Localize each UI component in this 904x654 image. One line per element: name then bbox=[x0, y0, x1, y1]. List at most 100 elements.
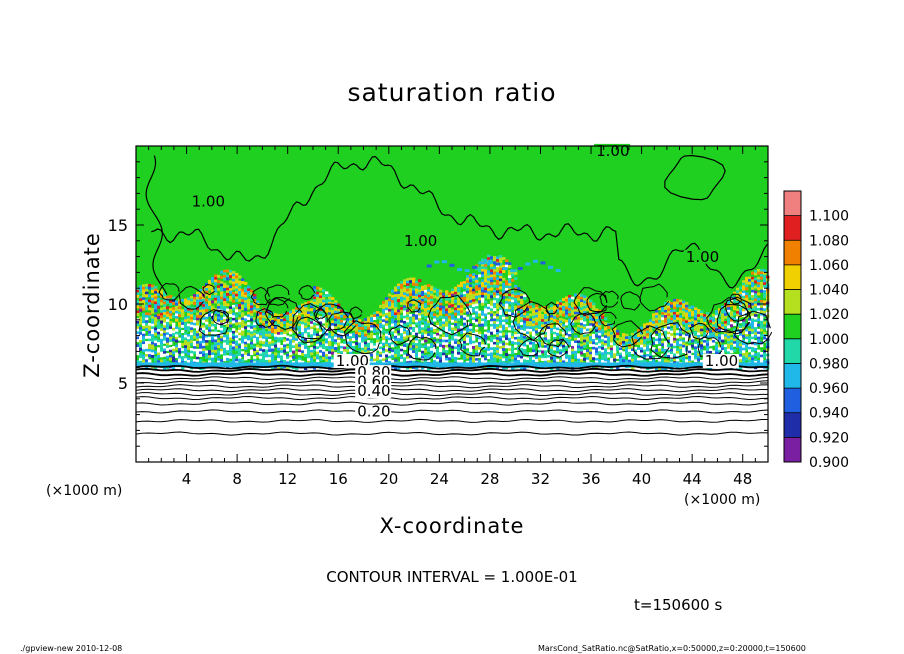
contour-line bbox=[650, 322, 691, 359]
x-tick-label-24: 24 bbox=[430, 470, 449, 488]
contour-line bbox=[135, 388, 769, 393]
contour-line bbox=[348, 306, 363, 320]
colorbar-swatch-0 bbox=[784, 437, 801, 462]
contour-line bbox=[202, 284, 215, 296]
contour-label-2: 1.00 bbox=[404, 232, 437, 250]
contour-line bbox=[689, 322, 710, 340]
contour-labels: 1.001.001.001.001.00 1.000.800.600.400.20 bbox=[189, 142, 739, 421]
x-tick-label-8: 8 bbox=[232, 470, 242, 488]
colorbar-label-7: 1.040 bbox=[809, 283, 849, 299]
contour-line bbox=[573, 287, 608, 316]
x-tick-label-4: 4 bbox=[182, 470, 192, 488]
x-tick-label-28: 28 bbox=[480, 470, 499, 488]
x-tick-label-44: 44 bbox=[683, 470, 702, 488]
x-tick-label-20: 20 bbox=[379, 470, 398, 488]
colorbar-swatch-7 bbox=[784, 264, 801, 290]
colorbar-swatch-1 bbox=[784, 412, 801, 438]
colorbar-label-1: 0.920 bbox=[809, 430, 849, 446]
colorbar-label-2: 0.940 bbox=[809, 406, 849, 422]
colorbar-swatch-10 bbox=[784, 191, 801, 216]
contour-line bbox=[639, 283, 670, 312]
contour-line bbox=[388, 324, 411, 346]
contour-line bbox=[611, 320, 644, 348]
x-tick-label-36: 36 bbox=[581, 470, 600, 488]
contour-line bbox=[631, 325, 670, 360]
colorbar-label-10: 1.100 bbox=[809, 209, 849, 225]
footer-right-text: MarsCond_SatRatio.nc@SatRatio,x=0:50000,… bbox=[538, 644, 806, 653]
y-tick-label-5: 5 bbox=[118, 374, 128, 393]
contour-line bbox=[298, 285, 316, 300]
contour-line bbox=[264, 297, 303, 330]
contour-line bbox=[598, 311, 617, 327]
colorbar-swatch-4 bbox=[784, 338, 801, 364]
colorbar: 0.900 0.920 0.940 0.960 0.980 1.000 1.020 1.040… bbox=[783, 190, 849, 471]
x-axis-label: X-coordinate bbox=[379, 514, 525, 538]
contour-line bbox=[407, 299, 422, 313]
contour-label-5: 1.00 bbox=[705, 352, 738, 370]
contour-label-3: 1.00 bbox=[686, 248, 719, 266]
contour-line bbox=[145, 155, 168, 295]
contour-line bbox=[518, 338, 540, 357]
contour-interval-text: CONTOUR INTERVAL = 1.000E-01 bbox=[326, 568, 578, 586]
contour-line bbox=[135, 371, 769, 377]
contour-line bbox=[498, 288, 531, 319]
contour-line bbox=[292, 303, 331, 340]
contour-label-1: 1.00 bbox=[192, 192, 225, 210]
x-tick-label-48: 48 bbox=[733, 470, 752, 488]
colorbar-label-8: 1.060 bbox=[809, 258, 849, 274]
colorbar-label-5: 1.000 bbox=[809, 332, 849, 348]
colorbar-swatch-2 bbox=[784, 388, 801, 413]
x-axis-ticks: 4 8 12 16 20 24 28 32 36 40 44 48 bbox=[148, 146, 756, 488]
contour-line bbox=[716, 304, 751, 335]
saturation-field bbox=[136, 146, 770, 462]
colorbar-label-9: 1.080 bbox=[809, 233, 849, 249]
contour-line bbox=[545, 301, 559, 315]
contour-line bbox=[135, 380, 769, 385]
contour-line bbox=[135, 401, 769, 406]
contour-line bbox=[198, 308, 230, 336]
contour-line bbox=[135, 384, 769, 389]
chart-title: saturation ratio bbox=[347, 78, 557, 107]
contour-label-8: 0.40 bbox=[357, 382, 390, 400]
contour-line bbox=[314, 303, 349, 331]
contour-line bbox=[255, 308, 276, 328]
contour-line bbox=[729, 293, 743, 305]
colorbar-label-6: 1.020 bbox=[809, 307, 849, 323]
colorbar-label-3: 0.960 bbox=[809, 381, 849, 397]
colorbar-swatch-3 bbox=[784, 363, 801, 389]
contour-line bbox=[734, 310, 773, 345]
contour-line bbox=[135, 367, 769, 373]
contour-line bbox=[135, 409, 769, 414]
colorbar-swatch-9 bbox=[784, 215, 801, 241]
contour-line bbox=[158, 282, 180, 301]
contour-line bbox=[135, 391, 769, 397]
contour-line bbox=[295, 316, 323, 344]
colorbar-swatch-8 bbox=[784, 240, 801, 265]
contour-line bbox=[250, 286, 271, 306]
contour-label-9: 0.20 bbox=[357, 403, 390, 421]
contour-line bbox=[211, 309, 230, 326]
y-axis-ticks: 5 10 15 bbox=[108, 161, 768, 447]
colorbar-swatch-6 bbox=[784, 289, 801, 315]
contour-line bbox=[548, 338, 570, 358]
contour-line bbox=[135, 395, 769, 401]
contour-line bbox=[264, 284, 291, 306]
y-tick-label-10: 10 bbox=[108, 295, 128, 314]
contour-line bbox=[664, 154, 726, 201]
y-tick-label-15: 15 bbox=[108, 216, 128, 235]
contour-label-0: 1.00 bbox=[596, 142, 629, 160]
contour-line bbox=[620, 291, 641, 311]
contour-line bbox=[427, 294, 472, 336]
contour-line bbox=[407, 336, 437, 361]
contour-line bbox=[135, 431, 769, 436]
contour-line bbox=[539, 323, 566, 348]
x-tick-label-32: 32 bbox=[531, 470, 550, 488]
x-tick-label-12: 12 bbox=[278, 470, 297, 488]
contour-line bbox=[512, 300, 550, 341]
contour-line bbox=[178, 285, 205, 310]
x-unit-label-right: (×1000 m) bbox=[684, 492, 761, 508]
x-unit-label-left: (×1000 m) bbox=[46, 483, 123, 499]
contour-line bbox=[459, 332, 486, 357]
time-label: t=150600 s bbox=[634, 596, 723, 614]
